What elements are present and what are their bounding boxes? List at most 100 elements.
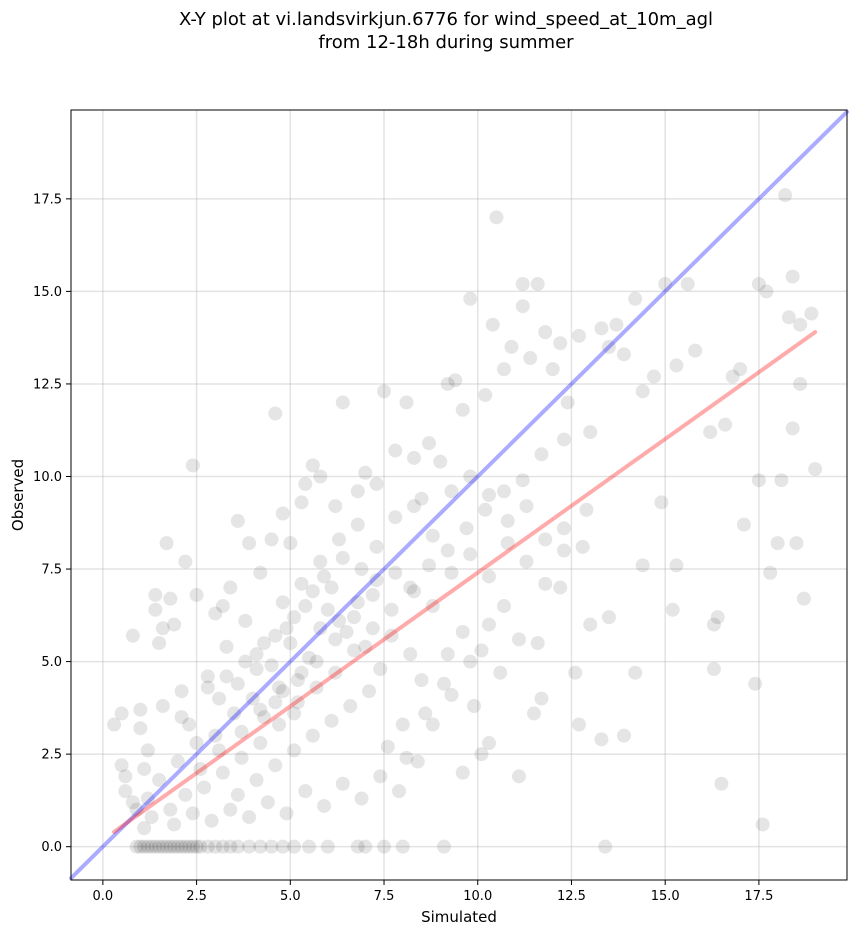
scatter-point — [365, 587, 380, 602]
scatter-point — [583, 617, 598, 632]
scatter-point — [200, 680, 215, 695]
scatter-point — [305, 584, 320, 599]
scatter-point — [628, 665, 643, 680]
scatter-point — [380, 739, 395, 754]
scatter-point — [275, 839, 290, 854]
scatter-point — [504, 339, 519, 354]
scatter-point — [249, 661, 264, 676]
scatter-point — [137, 839, 152, 854]
scatter-point — [313, 554, 328, 569]
scatter-point — [796, 591, 811, 606]
scatter-point — [343, 699, 358, 714]
scatter-point — [354, 791, 369, 806]
scatter-point — [571, 717, 586, 732]
scatter-point — [388, 510, 403, 525]
scatter-point — [568, 665, 583, 680]
scatter-point — [736, 517, 751, 532]
scatter-point — [212, 743, 227, 758]
scatter-point — [208, 839, 223, 854]
scatter-point — [140, 791, 155, 806]
scatter-point — [444, 687, 459, 702]
scatter-point — [635, 384, 650, 399]
scatter-point — [714, 776, 729, 791]
scatter-point — [249, 647, 264, 662]
scatter-point — [133, 721, 148, 736]
scatter-point — [481, 736, 496, 751]
trend-lines — [69, 109, 849, 881]
scatter-point — [238, 654, 253, 669]
scatter-point — [418, 706, 433, 721]
scatter-point — [575, 539, 590, 554]
scatter-point — [789, 536, 804, 551]
scatter-point — [628, 291, 643, 306]
scatter-point — [654, 495, 669, 510]
scatter-point — [601, 339, 616, 354]
scatter-point — [328, 632, 343, 647]
scatter-point — [463, 547, 478, 562]
scatter-point — [275, 506, 290, 521]
scatter-point — [167, 817, 182, 832]
chart-title: X-Y plot at vi.landsvirkjun.6776 for win… — [0, 8, 856, 54]
scatter-point — [463, 469, 478, 484]
scatter-point — [137, 821, 152, 836]
scatter-point — [129, 802, 144, 817]
scatter-point — [609, 317, 624, 332]
scatter-point — [751, 473, 766, 488]
scatter-point — [185, 839, 200, 854]
scatter-point — [155, 839, 170, 854]
scatter-points — [107, 188, 823, 854]
scatter-point — [253, 736, 268, 751]
scatter-point — [530, 276, 545, 291]
x-tick-label: 0.0 — [93, 889, 114, 904]
scatter-point — [193, 839, 208, 854]
scatter-point — [437, 839, 452, 854]
scatter-point — [601, 610, 616, 625]
scatter-point — [808, 462, 823, 477]
scatter-point — [523, 351, 538, 366]
scatter-point — [350, 595, 365, 610]
scatter-point — [257, 710, 272, 725]
scatter-point — [298, 784, 313, 799]
scatter-point — [129, 839, 144, 854]
scatter-point — [598, 839, 613, 854]
scatter-point — [425, 528, 440, 543]
scatter-point — [718, 417, 733, 432]
scatter-point — [313, 621, 328, 636]
scatter-point — [369, 539, 384, 554]
scatter-point — [635, 558, 650, 573]
scatter-point — [478, 502, 493, 517]
scatter-point — [219, 669, 234, 684]
scatter-point — [185, 458, 200, 473]
scatter-point — [455, 624, 470, 639]
scatter-point — [170, 839, 185, 854]
scatter-point — [425, 599, 440, 614]
scatter-point — [616, 347, 631, 362]
scatter-point — [197, 780, 212, 795]
y-axis-ticks: 0.0 2.5 5.0 7.5 10.0 12.5 15.0 17.5 — [33, 192, 71, 855]
y-tick-label: 17.5 — [33, 192, 62, 207]
scatter-point — [137, 761, 152, 776]
scatter-point — [294, 576, 309, 591]
scatter-point — [268, 628, 283, 643]
scatter-point — [706, 661, 721, 676]
scatter-point — [230, 513, 245, 528]
scatter-point — [335, 395, 350, 410]
scatter-point — [174, 839, 189, 854]
scatter-point — [774, 473, 789, 488]
scatter-point — [144, 839, 159, 854]
scatter-point — [223, 839, 238, 854]
scatter-point — [407, 584, 422, 599]
scatter-point — [223, 802, 238, 817]
scatter-point — [133, 702, 148, 717]
scatter-point — [328, 665, 343, 680]
scatter-point — [238, 613, 253, 628]
scatter-point — [294, 495, 309, 510]
scatter-point — [553, 336, 568, 351]
x-tick-label: 10.0 — [463, 889, 492, 904]
scatter-point — [152, 773, 167, 788]
scatter-point — [227, 706, 242, 721]
scatter-point — [107, 717, 122, 732]
grid-lines — [71, 110, 847, 880]
y-tick-label: 7.5 — [41, 563, 62, 578]
